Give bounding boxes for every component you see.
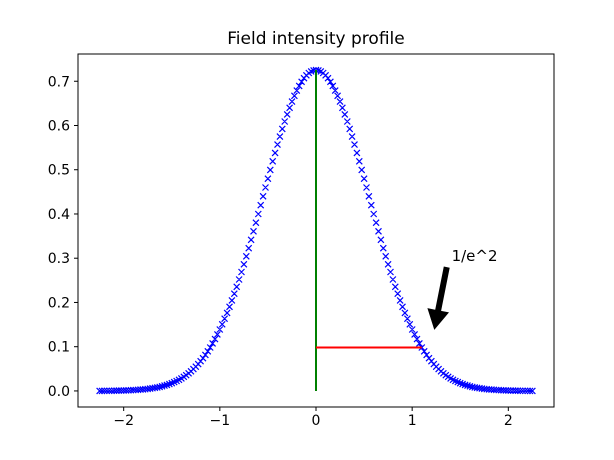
y-tick-label: 0.4 <box>48 207 70 223</box>
y-tick-label: 0.6 <box>48 118 70 134</box>
y-tick-label: 0.0 <box>48 384 70 400</box>
chart-title: Field intensity profile <box>227 29 405 49</box>
x-tick-label: 0 <box>312 413 321 429</box>
y-tick-label: 0.1 <box>48 340 70 356</box>
gaussian-field-intensity-markers <box>96 66 536 395</box>
x-tick-label: −2 <box>113 413 134 429</box>
annotation-arrow <box>427 266 450 330</box>
overlay-lines <box>315 70 422 391</box>
x-tick-label: 1 <box>408 413 417 429</box>
y-tick-label: 0.2 <box>48 295 70 311</box>
data-series <box>96 66 536 395</box>
y-axis-ticks: 0.0 0.1 0.2 0.3 0.4 0.5 0.6 0.7 <box>48 74 78 400</box>
y-tick-label: 0.3 <box>48 251 70 267</box>
y-tick-label: 0.7 <box>48 74 70 90</box>
x-tick-label: 2 <box>504 413 513 429</box>
y-tick-label: 0.5 <box>48 163 70 179</box>
annotation-arrow-shape <box>427 266 450 330</box>
x-axis-ticks: −2 −1 0 1 2 <box>113 407 513 429</box>
x-tick-label: −1 <box>210 413 231 429</box>
annotation-label: 1/e^2 <box>451 247 498 266</box>
